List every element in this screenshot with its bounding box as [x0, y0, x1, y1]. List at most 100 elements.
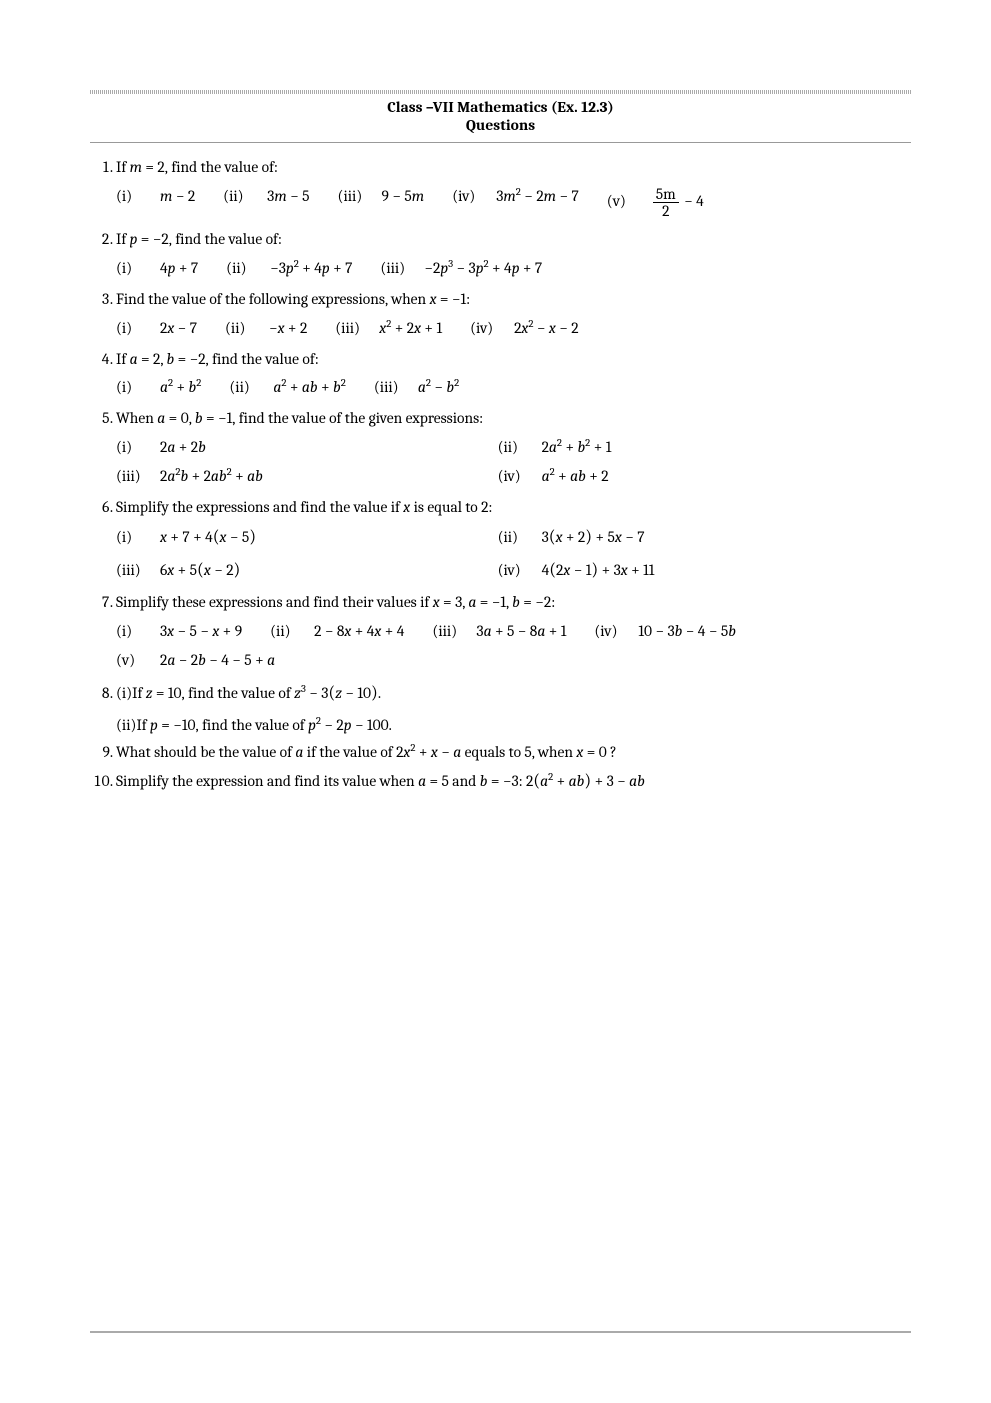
part-expression: x2 + 2x + 1 — [379, 316, 442, 341]
question-text: equals to 5, when — [461, 743, 576, 761]
part: (iii)−2p3 − 3p2 + 4p + 7 — [380, 256, 542, 281]
part-label: (iii) — [338, 184, 382, 209]
part-label: (iv) — [498, 464, 542, 489]
part-expression: −x + 2 — [269, 316, 307, 341]
part-label: (i) — [116, 375, 160, 400]
question-6: Simplify the expressions and find the va… — [116, 495, 911, 589]
part-label: (v) — [116, 648, 160, 673]
part: (ii)3(x + 2) + 5x − 7 — [498, 523, 880, 552]
question-2: If p = −2, find the value of:(i)4p + 7(i… — [116, 227, 911, 285]
parts-row: (i)x + 7 + 4(x − 5)(ii)3(x + 2) + 5x − 7… — [116, 523, 911, 588]
part: (ii)−3p2 + 4p + 7 — [226, 256, 352, 281]
part-expression: a2 + b2 — [160, 375, 201, 400]
question-text: If — [116, 230, 130, 248]
question-4: If a = 2, b = −2, find the value of:(i)a… — [116, 347, 911, 405]
question-7: Simplify these expressions and find thei… — [116, 590, 911, 676]
question-text: If — [136, 716, 150, 734]
question-3: Find the value of the following expressi… — [116, 287, 911, 345]
part-label: (i) — [116, 619, 160, 644]
part: (v)5m2 − 4 — [607, 184, 704, 222]
question-stem: If a = 2, b = −2, find the value of: — [116, 347, 911, 372]
question-text: If — [116, 158, 130, 176]
question-text: find the value of the given expressions: — [235, 409, 483, 427]
top-rule — [90, 90, 911, 94]
part-label: (ii) — [498, 525, 542, 550]
part: (iv)10 − 3b − 4 − 5b — [594, 619, 736, 644]
part-label: (ii) — [498, 435, 542, 460]
part-expression: a2 − b2 — [418, 375, 459, 400]
part: (iii)x2 + 2x + 1 — [335, 316, 442, 341]
question-text: find the value of — [185, 684, 294, 702]
part-expression: 2a − 2b − 4 − 5 + a — [160, 648, 275, 673]
question-text: Simplify the expression and find its val… — [116, 772, 418, 790]
header-rule — [90, 142, 911, 143]
part: (iv)2x2 − x − 2 — [470, 316, 579, 341]
part-label: (iii) — [374, 375, 418, 400]
part-label: (i) — [116, 435, 160, 460]
question-text: find the value of: — [168, 158, 278, 176]
part-expression: m − 2 — [160, 184, 195, 209]
part: (iii)2a2b + 2ab2 + ab — [116, 464, 498, 489]
part: (ii)3m − 5 — [223, 184, 309, 222]
part-label: (iii) — [432, 619, 476, 644]
part: (i)4p + 7 — [116, 256, 198, 281]
question-text: : — [519, 772, 526, 790]
question-stem: When a = 0, b = −1, find the value of th… — [116, 406, 911, 431]
part-label: (i) — [116, 525, 160, 550]
part-expression: 2a2 + b2 + 1 — [542, 435, 612, 460]
part: (iii)6x + 5(x − 2) — [116, 556, 498, 585]
part-expression: 2 − 8x + 4x + 4 — [314, 619, 404, 644]
part-expression: 2x − 7 — [160, 316, 197, 341]
part-expression: a2 + ab + 2 — [542, 464, 609, 489]
part-expression: 10 − 3b − 4 − 5b — [638, 619, 736, 644]
part-label: (ii) — [226, 256, 270, 281]
part: (i)x + 7 + 4(x − 5) — [116, 523, 498, 552]
question-text: If — [132, 684, 146, 702]
question-text: Simplify these expressions and find thei… — [116, 593, 433, 611]
part-expression: 5m2 − 4 — [651, 184, 704, 222]
part-expression: 4(2x − 1) + 3x + 11 — [542, 556, 655, 585]
part-expression: 2x2 − x − 2 — [514, 316, 579, 341]
question-text: if the value of — [303, 743, 396, 761]
header-title: Class –VII Mathematics (Ex. 12.3) — [90, 98, 911, 116]
question-text: : — [466, 290, 470, 308]
part-label: (iv) — [470, 316, 514, 341]
part-expression: 3m − 5 — [267, 184, 309, 209]
part: (i)a2 + b2 — [116, 375, 201, 400]
part-expression: 3(x + 2) + 5x − 7 — [542, 523, 645, 552]
part: (iii)3a + 5 − 8a + 1 — [432, 619, 566, 644]
part-expression: 9 − 5m — [382, 184, 425, 209]
question-text: and — [449, 772, 480, 790]
question-1: If m = 2, find the value of:(i)m − 2(ii)… — [116, 155, 911, 225]
part: (iv)a2 + ab + 2 — [498, 464, 880, 489]
part-label: (iii) — [335, 316, 379, 341]
part-label: (ii) — [116, 716, 136, 734]
part: (iii)a2 − b2 — [374, 375, 459, 400]
question-text: When — [116, 409, 157, 427]
part-label: (i) — [116, 256, 160, 281]
part-expression: 3a + 5 − 8a + 1 — [476, 619, 566, 644]
parts-row: (i)2a + 2b(ii)2a2 + b2 + 1(iii)2a2b + 2a… — [116, 435, 911, 493]
part-label: (i) — [116, 316, 160, 341]
question-list: If m = 2, find the value of:(i)m − 2(ii)… — [90, 155, 911, 795]
part-expression: a2 + ab + b2 — [273, 375, 345, 400]
part-expression: −3p2 + 4p + 7 — [270, 256, 352, 281]
part-label: (ii) — [229, 375, 273, 400]
part-label: (i) — [116, 684, 132, 702]
parts-row: (i)3x − 5 − x + 9 (ii)2 − 8x + 4x + 4 (iii… — [116, 619, 911, 677]
part-label: (iv) — [594, 619, 638, 644]
part-label: (v) — [607, 189, 651, 214]
part-expression: 3x − 5 − x + 9 — [160, 619, 242, 644]
part: (i)2x − 7 — [116, 316, 197, 341]
question-text: Find the value of the following expressi… — [116, 290, 430, 308]
part: (v)2a − 2b − 4 − 5 + a — [116, 648, 275, 673]
part-label: (iii) — [380, 256, 424, 281]
question-text: If — [116, 350, 130, 368]
part-label: (ii) — [270, 619, 314, 644]
part-expression: 4p + 7 — [160, 256, 198, 281]
question-text: : — [551, 593, 555, 611]
question-9: What should be the value of a if the val… — [116, 740, 911, 765]
question-stem: Simplify the expressions and find the va… — [116, 495, 911, 520]
question-8: (i)If z = 10, find the value of z3 − 3(z… — [116, 679, 911, 738]
question-stem: Find the value of the following expressi… — [116, 287, 911, 312]
